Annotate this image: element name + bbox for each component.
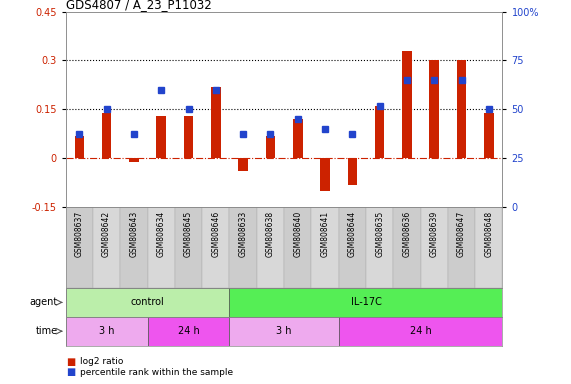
Bar: [421, 207, 448, 288]
Bar: [211, 87, 220, 159]
Text: GSM808644: GSM808644: [348, 210, 357, 257]
Text: 3 h: 3 h: [276, 326, 292, 336]
Text: GSM808638: GSM808638: [266, 210, 275, 257]
Text: GSM808635: GSM808635: [375, 210, 384, 257]
Text: GSM808647: GSM808647: [457, 210, 466, 257]
Text: GSM808636: GSM808636: [403, 210, 412, 257]
Bar: [475, 207, 502, 288]
Bar: [184, 116, 194, 159]
Bar: [66, 288, 230, 317]
Bar: [230, 207, 257, 288]
Bar: [120, 207, 147, 288]
Bar: [484, 113, 493, 159]
Bar: [257, 207, 284, 288]
Text: 24 h: 24 h: [410, 326, 432, 336]
Bar: [230, 288, 502, 317]
Bar: [339, 317, 502, 346]
Text: IL-17C: IL-17C: [351, 297, 381, 308]
Bar: [175, 207, 202, 288]
Text: GSM808641: GSM808641: [320, 210, 329, 257]
Text: GSM808645: GSM808645: [184, 210, 193, 257]
Text: agent: agent: [29, 297, 58, 308]
Bar: [429, 60, 439, 159]
Bar: [102, 113, 111, 159]
Text: ■: ■: [66, 357, 75, 367]
Bar: [402, 51, 412, 159]
Bar: [202, 207, 230, 288]
Text: GSM808648: GSM808648: [484, 210, 493, 257]
Bar: [66, 317, 147, 346]
Bar: [156, 116, 166, 159]
Bar: [375, 106, 384, 159]
Text: 24 h: 24 h: [178, 326, 199, 336]
Text: GSM808646: GSM808646: [211, 210, 220, 257]
Text: control: control: [131, 297, 164, 308]
Bar: [93, 207, 120, 288]
Bar: [66, 207, 93, 288]
Bar: [448, 207, 475, 288]
Bar: [266, 136, 275, 159]
Bar: [75, 136, 84, 159]
Text: log2 ratio: log2 ratio: [80, 357, 123, 366]
Text: percentile rank within the sample: percentile rank within the sample: [80, 368, 233, 377]
Bar: [311, 207, 339, 288]
Bar: [147, 207, 175, 288]
Text: ■: ■: [66, 367, 75, 377]
Text: GSM808642: GSM808642: [102, 210, 111, 257]
Bar: [230, 317, 339, 346]
Bar: [293, 119, 303, 159]
Bar: [129, 159, 139, 162]
Bar: [393, 207, 421, 288]
Text: GSM808640: GSM808640: [293, 210, 302, 257]
Text: GSM808639: GSM808639: [430, 210, 439, 257]
Bar: [284, 207, 311, 288]
Bar: [238, 159, 248, 172]
Text: 3 h: 3 h: [99, 326, 114, 336]
Bar: [366, 207, 393, 288]
Bar: [339, 207, 366, 288]
Text: GSM808643: GSM808643: [130, 210, 138, 257]
Text: GSM808637: GSM808637: [75, 210, 84, 257]
Bar: [457, 60, 467, 159]
Text: GDS4807 / A_23_P11032: GDS4807 / A_23_P11032: [66, 0, 211, 12]
Text: time: time: [35, 326, 58, 336]
Bar: [320, 159, 330, 191]
Text: GSM808633: GSM808633: [239, 210, 248, 257]
Text: GSM808634: GSM808634: [156, 210, 166, 257]
Bar: [348, 159, 357, 185]
Bar: [147, 317, 230, 346]
